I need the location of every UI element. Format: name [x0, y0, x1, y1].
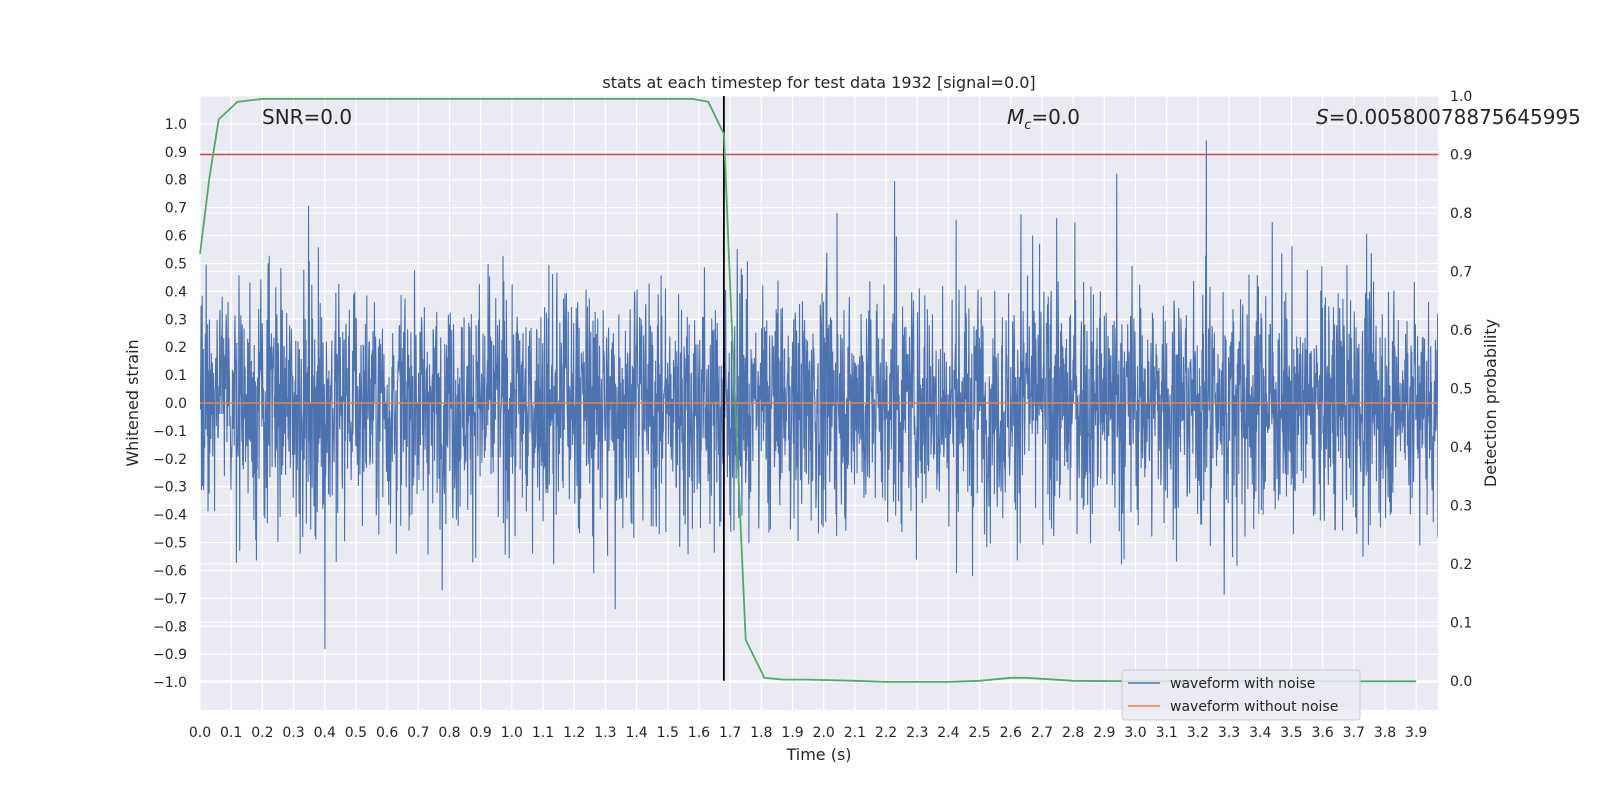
noisy-waveform-line: [200, 140, 1438, 650]
y2-tick-label: 1.0: [1450, 89, 1472, 105]
noisy-waveform-series: [200, 140, 1438, 650]
chirp-mass-symbol: M: [1007, 105, 1024, 129]
x-tick-label: 1.3: [594, 725, 616, 741]
chirp-mass-subscript: c: [1024, 118, 1031, 133]
x-tick-label: 2.4: [937, 725, 959, 741]
x-tick-label: 2.7: [1031, 725, 1053, 741]
x-tick-label: 1.7: [719, 725, 741, 741]
x-tick-label: 3.6: [1311, 725, 1333, 741]
x-tick-label: 2.9: [1093, 725, 1115, 741]
score-symbol: S: [1316, 105, 1329, 129]
y2-tick-label: 0.0: [1450, 674, 1472, 690]
x-tick-label: 3.0: [1124, 725, 1146, 741]
y-tick-label: −0.2: [153, 452, 187, 468]
x-tick-labels: 0.0 0.1 0.2 0.3 0.4 0.5 0.6 0.7 0.8 0.9 1.0 1.1 1.2 1…: [189, 725, 1427, 741]
y2-axis-label: Detection probability: [1481, 319, 1500, 487]
x-tick-label: 0.4: [314, 725, 336, 741]
y-tick-label: −0.3: [153, 480, 187, 496]
x-tick-label: 2.0: [813, 725, 835, 741]
x-tick-label: 1.1: [532, 725, 554, 741]
y-tick-label: −0.5: [153, 536, 187, 552]
x-tick-label: 0.3: [282, 725, 304, 741]
x-tick-label: 1.2: [563, 725, 585, 741]
x-tick-label: 3.9: [1405, 725, 1427, 741]
score-value: =0.00580078875645995: [1329, 105, 1581, 129]
x-tick-label: 2.2: [875, 725, 897, 741]
x-tick-label: 3.3: [1218, 725, 1240, 741]
y-tick-label: −0.8: [153, 619, 187, 635]
x-tick-label: 0.1: [220, 725, 242, 741]
legend-label-noisy: waveform with noise: [1170, 676, 1315, 692]
x-tick-label: 3.8: [1374, 725, 1396, 741]
y-tick-labels: 1.0 0.9 0.8 0.7 0.6 0.5 0.4 0.3 0.2 0.1 0.0 −0.1 −0.…: [153, 117, 187, 691]
y-tick-label: 0.3: [165, 312, 187, 328]
x-tick-label: 3.2: [1187, 725, 1209, 741]
x-tick-label: 1.9: [781, 725, 803, 741]
x-tick-label: 0.6: [376, 725, 398, 741]
x-tick-label: 0.2: [251, 725, 273, 741]
x-tick-label: 3.1: [1156, 725, 1178, 741]
x-tick-label: 0.9: [470, 725, 492, 741]
x-tick-label: 1.8: [750, 725, 772, 741]
x-tick-label: 3.5: [1280, 725, 1302, 741]
y-tick-label: 0.9: [165, 145, 187, 161]
y-tick-label: 0.5: [165, 256, 187, 272]
y-tick-label: −0.1: [153, 424, 187, 440]
x-tick-label: 0.7: [407, 725, 429, 741]
y2-tick-label: 0.1: [1450, 615, 1472, 631]
y-tick-label: −0.9: [153, 647, 187, 663]
x-tick-label: 1.5: [657, 725, 679, 741]
y-tick-label: 0.4: [165, 284, 187, 300]
x-tick-label: 0.5: [345, 725, 367, 741]
x-tick-label: 0.0: [189, 725, 211, 741]
y-tick-label: 0.2: [165, 340, 187, 356]
y2-tick-label: 0.6: [1450, 323, 1472, 339]
x-tick-label: 3.7: [1343, 725, 1365, 741]
y-tick-label: 0.0: [165, 396, 187, 412]
y2-tick-label: 0.9: [1450, 147, 1472, 163]
x-tick-label: 1.6: [688, 725, 710, 741]
y-tick-label: −0.6: [153, 563, 187, 579]
chirp-mass-annotation: Mc=0.0: [1007, 105, 1080, 133]
x-tick-label: 1.4: [625, 725, 647, 741]
x-tick-label: 1.0: [501, 725, 523, 741]
y2-tick-labels: 1.0 0.9 0.8 0.7 0.6 0.5 0.4 0.3 0.2 0.1 0.0: [1450, 89, 1472, 690]
snr-annotation: SNR=0.0: [262, 105, 352, 129]
x-tick-label: 2.5: [968, 725, 990, 741]
x-tick-label: 3.4: [1249, 725, 1271, 741]
y2-tick-label: 0.2: [1450, 557, 1472, 573]
y-tick-label: 0.6: [165, 229, 187, 245]
y2-tick-label: 0.4: [1450, 440, 1472, 456]
y-tick-label: −0.7: [153, 591, 187, 607]
y-tick-label: 0.1: [165, 368, 187, 384]
x-tick-label: 2.6: [1000, 725, 1022, 741]
legend-box: [1121, 669, 1361, 721]
x-tick-label: 2.1: [844, 725, 866, 741]
y2-tick-label: 0.3: [1450, 498, 1472, 514]
score-annotation: S=0.00580078875645995: [1316, 105, 1581, 129]
legend-label-clean: waveform without noise: [1170, 699, 1338, 715]
x-axis-label: Time (s): [785, 745, 851, 764]
legend: waveform with noise waveform without noi…: [1121, 669, 1361, 721]
y-tick-label: 0.7: [165, 201, 187, 217]
y-tick-label: −0.4: [153, 508, 187, 524]
x-tick-label: 0.8: [438, 725, 460, 741]
y-tick-label: 1.0: [165, 117, 187, 133]
detection-probability-line: [199, 98, 1417, 683]
y-tick-label: −1.0: [153, 675, 187, 691]
y-axis-label: Whitened strain: [123, 339, 142, 466]
x-tick-label: 2.8: [1062, 725, 1084, 741]
x-tick-label: 2.3: [906, 725, 928, 741]
chart-title: stats at each timestep for test data 193…: [602, 73, 1035, 92]
y-tick-label: 0.8: [165, 173, 187, 189]
y2-tick-label: 0.7: [1450, 264, 1472, 280]
y2-tick-label: 0.5: [1450, 381, 1472, 397]
y2-tick-label: 0.8: [1450, 206, 1472, 222]
chirp-mass-value: =0.0: [1031, 105, 1080, 129]
